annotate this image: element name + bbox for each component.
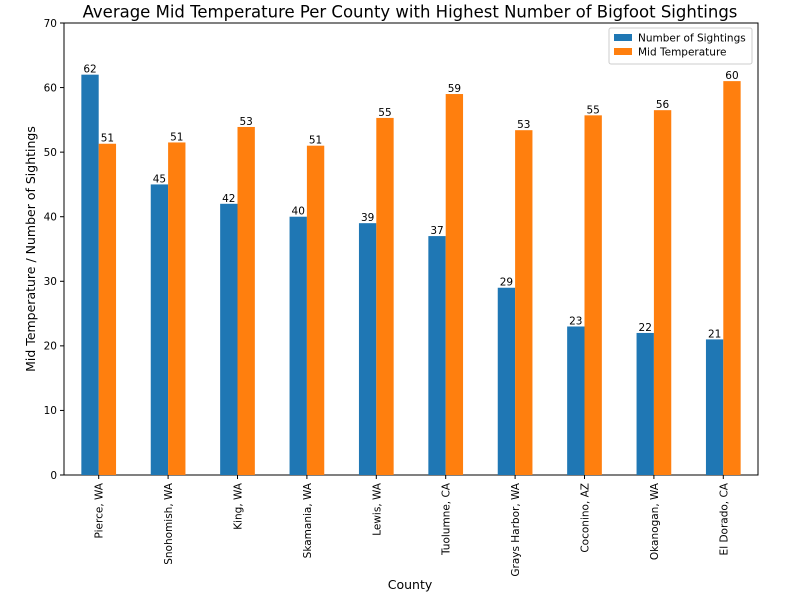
legend-swatch <box>614 48 632 55</box>
bar <box>150 184 169 475</box>
data-label: 60 <box>725 70 738 82</box>
chart-title: Average Mid Temperature Per County with … <box>83 3 738 22</box>
bar <box>428 236 446 475</box>
bar <box>723 81 741 475</box>
data-label: 56 <box>656 99 670 111</box>
bar <box>653 110 672 476</box>
data-label: 22 <box>639 322 652 334</box>
y-tick-label: 0 <box>50 470 57 482</box>
x-tick-label: Skamania, WA <box>302 482 314 558</box>
data-label: 51 <box>309 135 322 147</box>
data-label: 51 <box>101 133 114 145</box>
data-label: 53 <box>239 116 252 128</box>
bar <box>306 145 325 475</box>
data-label: 37 <box>430 225 443 237</box>
x-tick-label: King, WA <box>233 482 245 530</box>
bar <box>358 223 377 475</box>
bar <box>98 143 117 475</box>
x-tick-label: El Dorado, CA <box>718 482 730 555</box>
bar <box>515 130 533 475</box>
data-label: 39 <box>361 212 374 224</box>
data-label: 51 <box>170 131 183 143</box>
data-label: 62 <box>83 64 96 76</box>
y-axis-title: Mid Temperature / Number of Sightings <box>23 126 38 372</box>
y-tick-label: 50 <box>44 147 57 159</box>
data-label: 40 <box>292 206 305 218</box>
bar <box>376 117 394 476</box>
y-axis: 0 10 20 30 40 50 60 70 <box>44 18 64 482</box>
x-axis-title: County <box>388 577 433 592</box>
x-axis: Pierce, WA Snohomish, WA King, WA Skamania,… <box>94 475 730 577</box>
data-label: 45 <box>153 173 166 185</box>
bar <box>705 339 724 475</box>
y-tick-label: 30 <box>44 276 57 288</box>
x-tick-label: Okanogan, WA <box>649 482 661 560</box>
bar <box>636 332 654 475</box>
bar <box>237 126 255 476</box>
data-label: 59 <box>448 83 461 95</box>
data-label: 23 <box>569 315 582 327</box>
bar <box>497 287 516 475</box>
x-tick-label: Tuolumne, CA <box>441 482 453 556</box>
data-label: 53 <box>517 119 530 131</box>
data-label: 55 <box>586 104 599 116</box>
x-tick-label: Pierce, WA <box>94 482 106 538</box>
legend-box <box>608 27 753 65</box>
data-label: 55 <box>378 107 391 119</box>
plot-frame <box>63 22 759 476</box>
bar <box>567 326 585 475</box>
y-tick-label: 20 <box>44 341 57 353</box>
y-tick-label: 60 <box>44 82 57 94</box>
bars <box>81 74 741 476</box>
legend-label: Mid Temperature <box>638 47 727 59</box>
bar <box>289 216 307 475</box>
x-tick-label: Snohomish, WA <box>163 482 175 565</box>
x-tick-label: Grays Harbor, WA <box>510 482 522 576</box>
x-tick-label: Coconino, AZ <box>580 483 592 553</box>
bar <box>168 142 186 475</box>
data-label: 42 <box>222 193 235 205</box>
legend-swatch <box>614 34 632 41</box>
y-tick-label: 70 <box>44 18 57 30</box>
bar <box>220 203 238 476</box>
bar <box>81 74 99 476</box>
y-tick-label: 40 <box>44 212 57 224</box>
legend: Number of Sightings Mid Temperature <box>608 27 753 65</box>
data-labels: 62 51 45 51 42 53 40 51 39 55 37 59 29 53 23 55 22 56 21 60 <box>83 64 738 341</box>
data-label: 21 <box>708 328 721 340</box>
legend-label: Number of Sightings <box>638 33 746 45</box>
plot-area <box>63 22 759 476</box>
x-tick-label: Lewis, WA <box>371 482 383 536</box>
bar <box>584 115 602 475</box>
y-tick-label: 10 <box>44 405 57 417</box>
data-label: 29 <box>500 277 513 289</box>
bar <box>445 94 464 476</box>
